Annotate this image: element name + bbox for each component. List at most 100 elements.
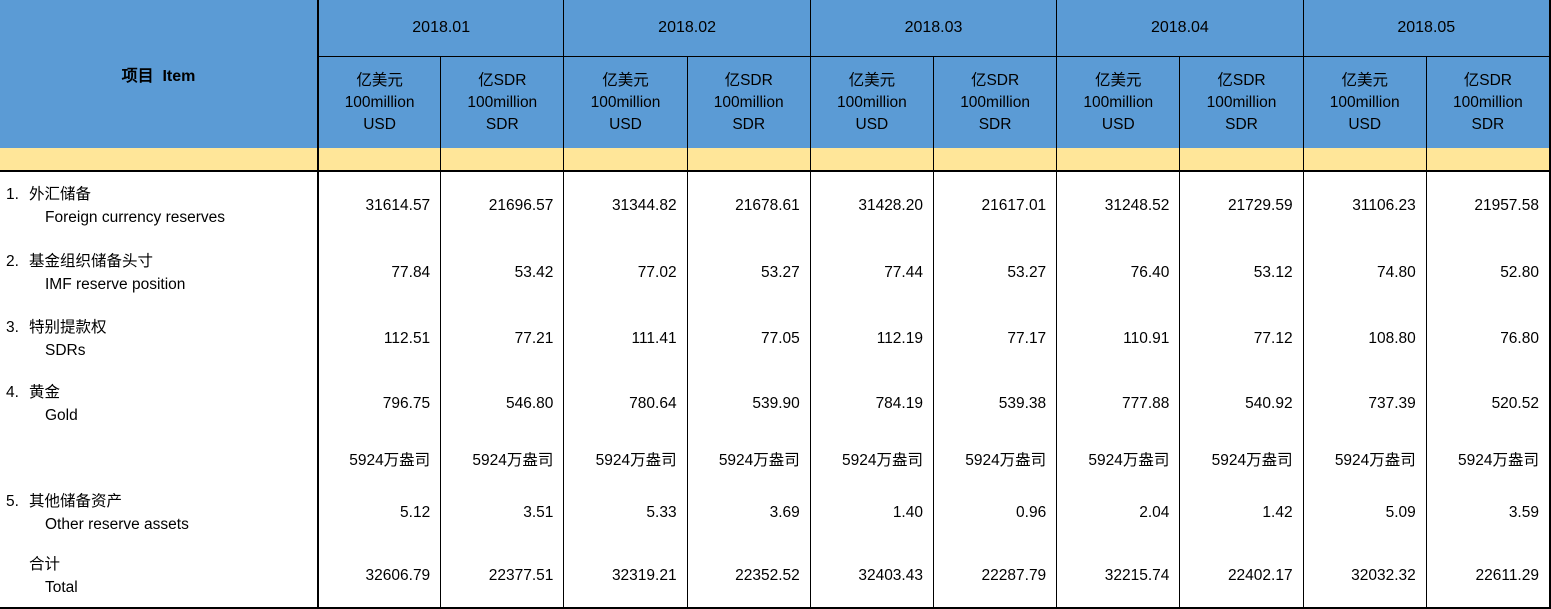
unit-label-cn: 亿SDR bbox=[1217, 71, 1266, 89]
row-label-other-reserve-assets: 5. 其他储备资产 Other reserve assets bbox=[0, 481, 317, 545]
band-cell bbox=[317, 148, 441, 172]
band-cell bbox=[686, 148, 810, 172]
value-cell: 77.21 bbox=[440, 306, 563, 371]
value-cell: 32606.79 bbox=[317, 545, 440, 607]
value-cell: 5924万盎司 bbox=[440, 436, 563, 481]
row-label-sdrs: 3. 特别提款权 SDRs bbox=[0, 306, 317, 371]
unit-label-line2: 100million bbox=[713, 93, 784, 111]
value-cell: 32032.32 bbox=[1302, 545, 1426, 607]
unit-label-line2: 100million bbox=[590, 93, 661, 111]
unit-header-usd: 亿美元 100million USD bbox=[317, 57, 441, 148]
unit-label-cn: 亿SDR bbox=[724, 71, 773, 89]
row-label-en: SDRs bbox=[45, 341, 86, 359]
value-cell: 5924万盎司 bbox=[317, 436, 440, 481]
value-cell: 22287.79 bbox=[932, 545, 1056, 607]
value-cell: 5924万盎司 bbox=[932, 436, 1056, 481]
unit-header-sdr: 亿SDR 100million SDR bbox=[440, 57, 564, 148]
unit-header-usd: 亿美元 100million USD bbox=[563, 57, 687, 148]
value-cell: 31106.23 bbox=[1302, 172, 1426, 240]
value-cell: 737.39 bbox=[1302, 371, 1426, 436]
row-number: 1. bbox=[6, 186, 19, 203]
value-cell: 3.59 bbox=[1425, 481, 1549, 545]
value-cell: 3.51 bbox=[440, 481, 563, 545]
row-label-cn: 基金组织储备头寸 bbox=[29, 253, 154, 270]
month-header-2018-04: 2018.04 bbox=[1056, 0, 1303, 57]
band-cell bbox=[563, 148, 687, 172]
row-number: 4. bbox=[6, 383, 19, 401]
value-cell: 110.91 bbox=[1056, 306, 1179, 371]
month-header-2018-01: 2018.01 bbox=[317, 0, 564, 57]
row-label-gold: 4. 黄金 Gold bbox=[0, 371, 317, 436]
value-cell: 21957.58 bbox=[1425, 172, 1549, 240]
row-number: 5. bbox=[6, 493, 19, 510]
row-label-en: Foreign currency reserves bbox=[45, 209, 226, 226]
value-cell: 3.69 bbox=[686, 481, 810, 545]
row-label-en: Other reserve assets bbox=[45, 516, 189, 533]
value-cell: 5.09 bbox=[1302, 481, 1426, 545]
unit-label-line2: 100million bbox=[1452, 93, 1523, 111]
value-cell: 5924万盎司 bbox=[809, 436, 933, 481]
item-header-cell: 项目 Item bbox=[0, 0, 317, 148]
unit-label-cn: 亿美元 bbox=[848, 71, 896, 89]
value-cell: 21729.59 bbox=[1179, 172, 1302, 240]
value-cell: 32403.43 bbox=[809, 545, 933, 607]
month-header-2018-03: 2018.03 bbox=[809, 0, 1057, 57]
row-label-foreign-currency-reserves: 1. 外汇储备 Foreign currency reserves bbox=[0, 172, 317, 240]
row-label-en: Total bbox=[45, 579, 78, 596]
row-label-cn: 合计 bbox=[29, 556, 61, 573]
value-cell: 539.90 bbox=[686, 371, 810, 436]
value-cell: 77.12 bbox=[1179, 306, 1302, 371]
unit-label-line3: SDR bbox=[1225, 115, 1258, 133]
band-cell bbox=[0, 148, 317, 172]
value-cell: 32319.21 bbox=[563, 545, 686, 607]
row-number: 2. bbox=[6, 253, 19, 270]
band-cell bbox=[440, 148, 564, 172]
unit-label-cn: 亿美元 bbox=[602, 71, 649, 89]
value-cell: 1.42 bbox=[1179, 481, 1302, 545]
month-header-2018-05: 2018.05 bbox=[1302, 0, 1549, 57]
value-cell: 5924万盎司 bbox=[1425, 436, 1549, 481]
value-cell: 2.04 bbox=[1056, 481, 1179, 545]
value-cell: 112.51 bbox=[317, 306, 440, 371]
row-label-cn: 特别提款权 bbox=[29, 318, 107, 336]
unit-label-cn: 亿SDR bbox=[478, 71, 527, 89]
unit-label-cn: 亿SDR bbox=[970, 71, 1020, 89]
unit-label-line3: USD bbox=[609, 115, 642, 133]
value-cell: 77.05 bbox=[686, 306, 810, 371]
value-cell: 777.88 bbox=[1056, 371, 1179, 436]
value-cell: 5924万盎司 bbox=[563, 436, 686, 481]
value-cell: 780.64 bbox=[563, 371, 686, 436]
unit-label-line2: 100million bbox=[1083, 93, 1154, 111]
band-cell bbox=[1425, 148, 1549, 172]
band-cell bbox=[1302, 148, 1426, 172]
row-label-cn: 外汇储备 bbox=[29, 186, 92, 203]
value-cell: 796.75 bbox=[317, 371, 440, 436]
value-cell: 5.12 bbox=[317, 481, 440, 545]
value-cell: 77.84 bbox=[317, 240, 440, 306]
value-cell: 31428.20 bbox=[809, 172, 933, 240]
band-cell bbox=[809, 148, 933, 172]
value-cell: 31344.82 bbox=[563, 172, 686, 240]
value-cell: 5924万盎司 bbox=[1302, 436, 1426, 481]
unit-label-cn: 亿美元 bbox=[356, 71, 403, 89]
unit-label-line3: USD bbox=[363, 115, 396, 133]
unit-label-line2: 100million bbox=[344, 93, 415, 111]
value-cell: 53.12 bbox=[1179, 240, 1302, 306]
unit-header-sdr: 亿SDR 100million SDR bbox=[1179, 57, 1303, 148]
value-cell: 5924万盎司 bbox=[1056, 436, 1179, 481]
unit-label-line2: 100million bbox=[1206, 93, 1277, 111]
value-cell: 52.80 bbox=[1425, 240, 1549, 306]
value-cell: 21678.61 bbox=[686, 172, 810, 240]
band-cell bbox=[1179, 148, 1303, 172]
value-cell: 112.19 bbox=[809, 306, 933, 371]
value-cell: 539.38 bbox=[932, 371, 1056, 436]
value-cell: 53.42 bbox=[440, 240, 563, 306]
row-label-imf-reserve-position: 2. 基金组织储备头寸 IMF reserve position bbox=[0, 240, 317, 306]
unit-header-usd: 亿美元 100million USD bbox=[809, 57, 933, 148]
row-number: 3. bbox=[6, 318, 19, 336]
row-label-gold-ounces bbox=[0, 436, 317, 481]
band-cell bbox=[932, 148, 1057, 172]
unit-header-sdr: 亿SDR 100million SDR bbox=[1425, 57, 1549, 148]
unit-header-sdr: 亿SDR 100million SDR bbox=[932, 57, 1057, 148]
